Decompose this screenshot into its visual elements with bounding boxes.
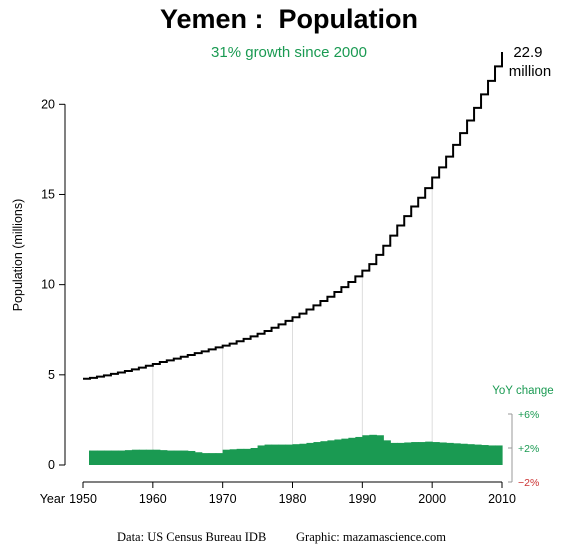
yoy-bars [89, 434, 503, 465]
yoy-bar [355, 436, 363, 465]
yoy-tick-label: +6% [518, 409, 539, 421]
yoy-bar [152, 449, 161, 465]
y-axis-label: Population (millions) [11, 199, 25, 312]
yoy-title: YoY change [492, 385, 553, 397]
yoy-bar [96, 450, 105, 465]
chart-subtitle: 31% growth since 2000 [211, 44, 367, 61]
yoy-bar [243, 448, 252, 465]
yoy-bar [215, 453, 224, 465]
yoy-bar [418, 442, 426, 465]
yoy-axis: +6% +2% −2% [508, 409, 539, 489]
x-tick-label: 1970 [209, 492, 237, 506]
yoy-bar [285, 444, 294, 465]
yoy-bar [145, 449, 154, 465]
y-tick-label: 20 [41, 97, 55, 111]
yoy-bar [397, 442, 405, 465]
yoy-bar [278, 444, 287, 465]
yoy-bar [229, 449, 238, 465]
y-tick-label: 15 [41, 187, 55, 201]
yoy-bar [166, 450, 175, 465]
yoy-bar [362, 435, 370, 465]
x-axis-prefix: Year [40, 492, 65, 506]
yoy-bar [187, 450, 196, 465]
yoy-bar [313, 442, 322, 465]
y-tick-label: 10 [41, 278, 55, 292]
y-tick-label: 5 [48, 368, 55, 382]
yoy-tick-label: +2% [518, 443, 539, 455]
yoy-bar [250, 448, 259, 465]
yoy-bar [131, 449, 140, 465]
yoy-bar [306, 442, 315, 465]
yoy-bar [460, 443, 468, 465]
population-series [83, 52, 503, 380]
x-tick-label: 1950 [69, 492, 97, 506]
yoy-bar [341, 438, 349, 465]
yoy-bar [271, 444, 280, 465]
x-tick-label: 1980 [279, 492, 307, 506]
yoy-bar [159, 450, 168, 465]
yoy-bar [138, 449, 147, 465]
yoy-bar [425, 441, 433, 465]
yoy-bar [334, 439, 342, 465]
vertical-gridlines [152, 177, 433, 465]
yoy-bar [446, 442, 454, 465]
yoy-bar [404, 442, 412, 465]
yoy-bar [488, 445, 496, 465]
yoy-bar [495, 445, 503, 465]
yoy-bar [376, 435, 384, 465]
x-tick-label: 1990 [348, 492, 376, 506]
yoy-bar [208, 453, 217, 465]
y-tick-label: 0 [48, 458, 55, 472]
yoy-bar [474, 444, 482, 465]
yoy-bar [89, 450, 91, 465]
chart-title: Yemen : Population [160, 4, 418, 34]
y-axis: 0 5 10 15 20 [41, 97, 66, 472]
yoy-bar [173, 450, 182, 465]
yoy-bar [390, 442, 398, 465]
yoy-tick-label: −2% [518, 477, 539, 489]
yoy-bar [124, 450, 133, 465]
footer-graphic: Graphic: mazamascience.com [296, 530, 446, 544]
end-value-unit: million [509, 63, 552, 80]
yoy-bar [327, 440, 335, 465]
yoy-bar [292, 444, 301, 465]
yoy-bar [236, 448, 245, 465]
x-axis: 1950 1960 1970 1980 1990 2000 2010 Year [40, 481, 516, 506]
yoy-bar [453, 443, 461, 465]
yoy-bar [222, 449, 231, 465]
yoy-bar [467, 444, 475, 465]
footer-source: Data: US Census Bureau IDB [117, 530, 266, 544]
yoy-bar [194, 452, 203, 465]
x-tick-label: 2000 [418, 492, 446, 506]
yoy-bar [369, 434, 377, 465]
yoy-bar [411, 442, 419, 465]
population-step-line [83, 52, 503, 380]
yoy-bar [180, 450, 189, 465]
yoy-bar [299, 443, 308, 465]
yoy-bar [348, 437, 356, 465]
yoy-bar [264, 444, 273, 465]
yoy-bar [117, 450, 126, 465]
x-tick-label: 1960 [139, 492, 167, 506]
yoy-bar [89, 450, 98, 465]
yoy-bar [320, 441, 329, 465]
yoy-bar [110, 450, 119, 465]
yoy-bar [383, 440, 391, 465]
yoy-bar [432, 442, 440, 465]
yoy-bar [257, 445, 266, 465]
yoy-bar [439, 442, 447, 465]
x-tick-label: 2010 [488, 492, 516, 506]
yoy-bar [481, 445, 489, 465]
end-value-label: 22.9 million [509, 44, 552, 80]
yoy-bar [201, 453, 210, 465]
end-value-number: 22.9 [513, 44, 542, 61]
yoy-bar [103, 450, 112, 465]
